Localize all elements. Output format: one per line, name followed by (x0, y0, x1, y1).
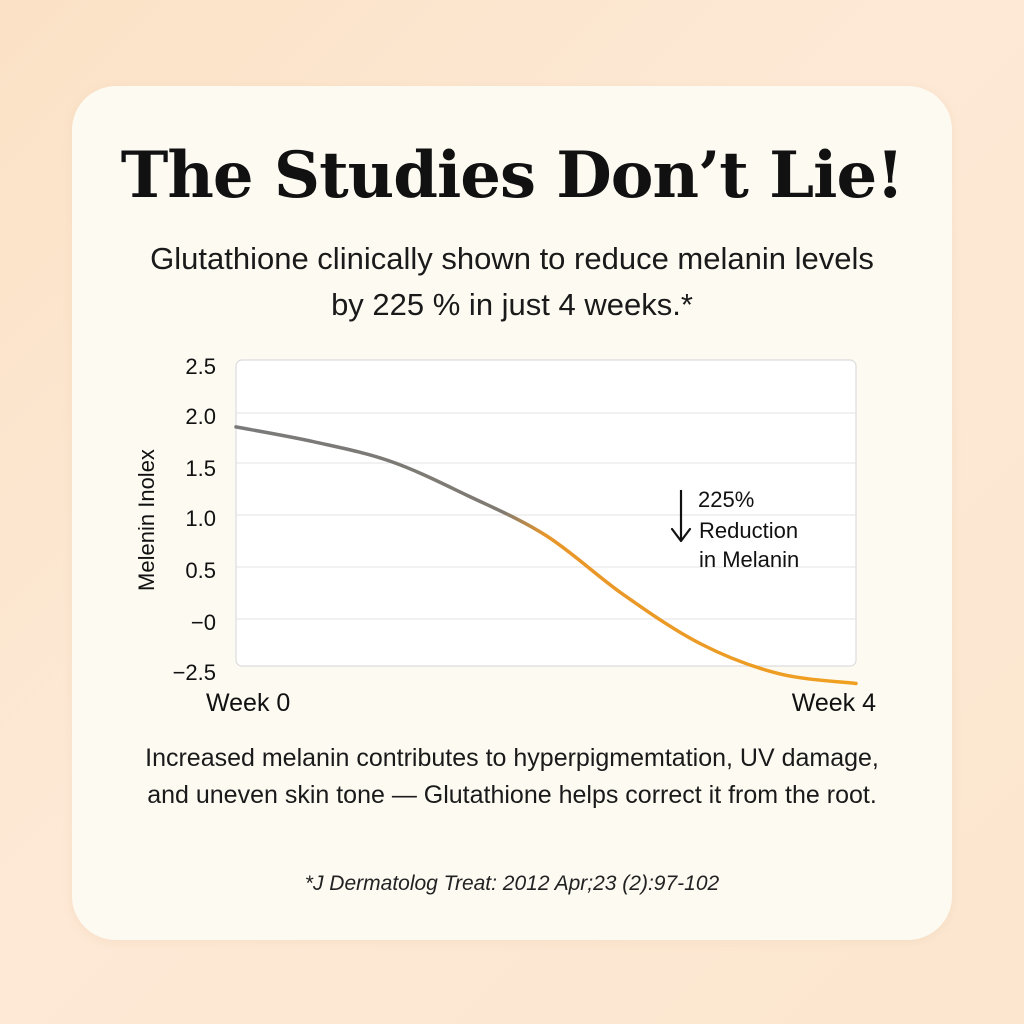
y-tick-label: 2.5 (185, 354, 216, 379)
page-title: The Studies Don’t Lie! (120, 138, 905, 213)
x-tick-label: Week 0 (206, 689, 290, 717)
y-tick-label: 2.0 (185, 404, 216, 429)
gridlines (236, 412, 856, 620)
subtitle: Glutathione clinically shown to reduce m… (150, 241, 874, 322)
y-tick-label: −2.5 (173, 660, 216, 685)
annotation-value: 225% (698, 487, 754, 512)
x-tick-label: Week 4 (792, 689, 876, 717)
y-tick-label: 0.5 (185, 558, 216, 583)
reduction-annotation: 225% Reduction in Melanin (670, 487, 799, 572)
down-arrow-head-icon (670, 527, 692, 543)
plot-area (235, 359, 857, 667)
citation: *J Dermatolog Treat: 2012 Apr;23 (2):97-… (304, 872, 720, 895)
series-line (234, 425, 858, 686)
y-axis-label: Melenin Inolex (134, 449, 159, 591)
y-tick-labels: 2.5 2.0 1.5 1.0 0.5 −0 −2.5 (173, 354, 216, 685)
x-tick-labels: Week 0 Week 4 (206, 689, 876, 717)
y-tick-label: −0 (191, 610, 216, 635)
body-text: Increased melanin contributes to hyperpi… (145, 744, 879, 809)
annotation-line-1: Reduction (699, 518, 798, 543)
y-tick-label: 1.5 (185, 456, 216, 481)
y-tick-label: 1.0 (185, 506, 216, 531)
annotation-line-2: in Melanin (699, 547, 799, 572)
